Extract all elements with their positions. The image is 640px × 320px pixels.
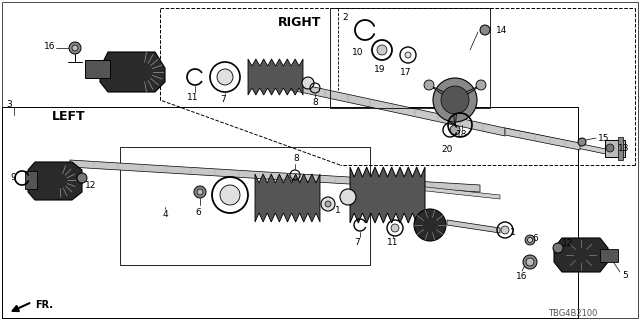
Polygon shape: [380, 182, 500, 199]
Text: 20: 20: [442, 145, 452, 154]
Circle shape: [414, 209, 446, 241]
Circle shape: [377, 45, 387, 55]
Polygon shape: [70, 160, 480, 192]
Circle shape: [405, 52, 411, 58]
Text: 6: 6: [532, 234, 538, 243]
Circle shape: [526, 258, 534, 266]
Bar: [618, 137, 623, 160]
Text: 8: 8: [312, 98, 318, 107]
Text: 11: 11: [387, 238, 399, 247]
Text: 1: 1: [510, 228, 516, 236]
Circle shape: [476, 80, 486, 90]
Circle shape: [325, 201, 331, 207]
Text: 4: 4: [162, 210, 168, 219]
Text: 5: 5: [622, 270, 628, 279]
Text: 16: 16: [516, 272, 528, 281]
Polygon shape: [447, 220, 500, 233]
Polygon shape: [248, 59, 303, 95]
Circle shape: [220, 185, 240, 205]
Text: 10: 10: [352, 48, 364, 57]
Circle shape: [450, 125, 460, 135]
Circle shape: [501, 226, 509, 234]
Text: 6: 6: [195, 208, 201, 217]
Bar: [120, 147, 370, 265]
Polygon shape: [258, 75, 505, 136]
Text: 19: 19: [374, 65, 386, 74]
Bar: [605, 140, 625, 157]
Text: 2: 2: [342, 13, 348, 22]
Circle shape: [606, 144, 614, 152]
Bar: [25, 171, 37, 189]
Text: RIGHT: RIGHT: [278, 16, 322, 29]
Text: 12: 12: [85, 180, 97, 189]
Polygon shape: [505, 128, 620, 157]
Polygon shape: [429, 85, 449, 98]
Text: 3: 3: [6, 100, 12, 108]
Text: FR.: FR.: [35, 300, 53, 310]
Circle shape: [578, 138, 586, 146]
Circle shape: [321, 197, 335, 211]
Polygon shape: [453, 108, 457, 130]
Polygon shape: [350, 167, 425, 223]
Polygon shape: [461, 85, 481, 98]
Text: 16: 16: [44, 42, 55, 51]
Text: 15: 15: [598, 133, 609, 142]
Bar: [330, 8, 490, 108]
Text: 7: 7: [220, 95, 226, 104]
Bar: [600, 249, 618, 262]
Circle shape: [302, 77, 314, 89]
Text: 12: 12: [562, 238, 573, 247]
Text: 13: 13: [618, 143, 630, 153]
Polygon shape: [28, 162, 82, 200]
Text: 14: 14: [496, 26, 508, 35]
Text: 8: 8: [293, 154, 299, 163]
Text: 17: 17: [400, 68, 412, 77]
Polygon shape: [100, 52, 165, 92]
Text: 7: 7: [354, 238, 360, 247]
Text: 9: 9: [10, 172, 16, 181]
Circle shape: [480, 25, 490, 35]
Circle shape: [197, 189, 203, 195]
Circle shape: [77, 173, 87, 183]
Circle shape: [72, 45, 78, 51]
Text: 11: 11: [188, 93, 199, 102]
Text: TBG4B2100: TBG4B2100: [548, 309, 597, 318]
Circle shape: [340, 189, 356, 205]
Circle shape: [391, 224, 399, 232]
Circle shape: [433, 78, 477, 122]
Text: LEFT: LEFT: [52, 110, 86, 123]
Circle shape: [441, 86, 469, 114]
Text: 18: 18: [456, 130, 468, 139]
Circle shape: [217, 69, 233, 85]
Bar: [85, 60, 110, 78]
Polygon shape: [505, 128, 580, 150]
Circle shape: [69, 42, 81, 54]
Polygon shape: [255, 174, 320, 222]
Circle shape: [525, 235, 535, 245]
Circle shape: [424, 80, 434, 90]
Circle shape: [523, 255, 537, 269]
Polygon shape: [554, 238, 608, 272]
Circle shape: [527, 237, 532, 243]
Circle shape: [194, 186, 206, 198]
Text: 1: 1: [335, 205, 340, 214]
Circle shape: [553, 243, 563, 253]
